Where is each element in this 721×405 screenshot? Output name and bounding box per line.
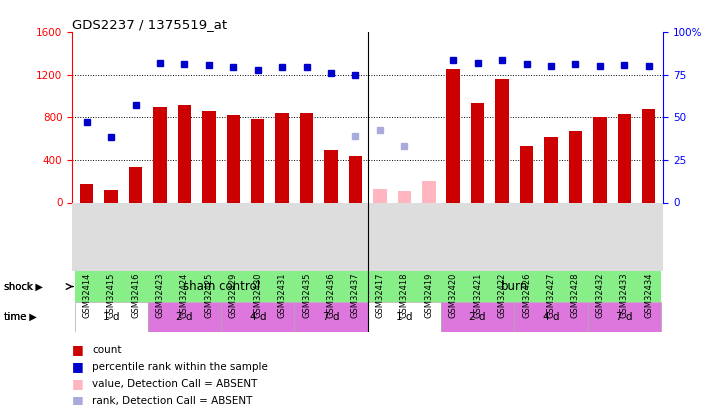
Bar <box>642 109 655 202</box>
Text: count: count <box>92 345 122 355</box>
Text: percentile rank within the sample: percentile rank within the sample <box>92 362 268 372</box>
Bar <box>74 302 148 332</box>
Text: 2 d: 2 d <box>469 312 486 322</box>
Bar <box>446 68 460 202</box>
Bar <box>275 113 289 202</box>
Text: 1 d: 1 d <box>396 312 412 322</box>
Text: 2 d: 2 d <box>176 312 193 322</box>
Bar <box>373 189 386 202</box>
Bar <box>324 150 337 202</box>
Bar <box>495 79 509 202</box>
Bar <box>221 302 294 332</box>
Bar <box>178 104 191 202</box>
Bar <box>398 191 411 202</box>
Text: ■: ■ <box>72 377 84 390</box>
Bar <box>617 114 631 202</box>
Bar <box>154 107 167 202</box>
Text: burn: burn <box>500 280 528 293</box>
Bar <box>569 131 582 202</box>
Bar <box>349 156 362 202</box>
Bar <box>544 136 557 202</box>
Text: GDS2237 / 1375519_at: GDS2237 / 1375519_at <box>72 18 227 31</box>
Text: ■: ■ <box>72 343 84 356</box>
Text: sham control: sham control <box>182 280 260 293</box>
Text: 4 d: 4 d <box>543 312 559 322</box>
Bar <box>520 146 534 202</box>
Text: 1 d: 1 d <box>103 312 120 322</box>
Bar <box>80 184 94 202</box>
Bar <box>588 302 661 332</box>
Text: shock: shock <box>4 281 34 292</box>
Bar <box>294 302 368 332</box>
Bar <box>368 302 441 332</box>
Text: time: time <box>4 312 27 322</box>
Text: ■: ■ <box>72 360 84 373</box>
Text: 7 d: 7 d <box>323 312 340 322</box>
Bar <box>202 111 216 202</box>
Text: ■: ■ <box>72 394 84 405</box>
Bar <box>148 302 221 332</box>
Text: rank, Detection Call = ABSENT: rank, Detection Call = ABSENT <box>92 396 252 405</box>
Text: 4 d: 4 d <box>249 312 266 322</box>
Bar <box>129 167 142 202</box>
Bar <box>226 115 240 202</box>
Bar <box>368 271 661 302</box>
Bar <box>593 117 606 202</box>
Bar <box>514 302 588 332</box>
Text: value, Detection Call = ABSENT: value, Detection Call = ABSENT <box>92 379 257 389</box>
Text: shock ▶: shock ▶ <box>4 281 43 292</box>
Bar <box>422 181 435 202</box>
Text: time ▶: time ▶ <box>4 312 36 322</box>
Text: 7 d: 7 d <box>616 312 632 322</box>
Bar <box>251 119 265 202</box>
Bar <box>300 113 314 202</box>
Bar <box>74 271 368 302</box>
Bar <box>105 190 118 202</box>
Bar <box>441 302 514 332</box>
Bar <box>471 102 485 202</box>
